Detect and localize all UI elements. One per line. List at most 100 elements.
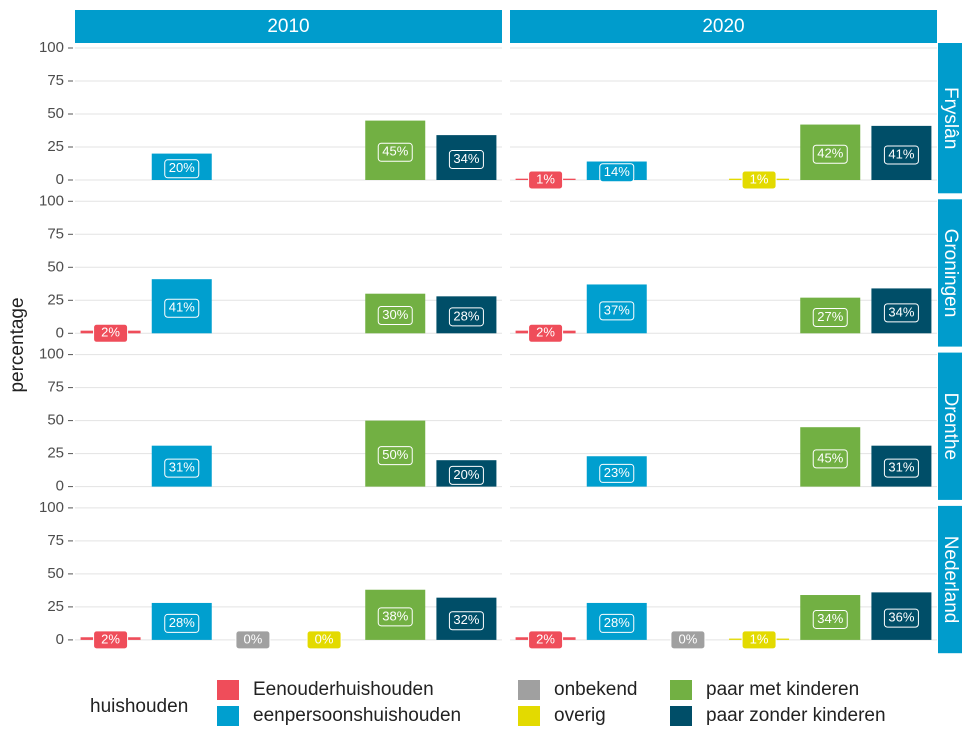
value-label-box <box>741 630 777 650</box>
value-label-box <box>306 630 342 650</box>
y-axis-label: percentage <box>7 297 28 392</box>
y-tick-label: 50 <box>47 105 64 122</box>
legend-swatch <box>217 706 239 726</box>
y-tick-label: 75 <box>47 72 64 89</box>
value-label: 32% <box>453 612 479 627</box>
value-label-box <box>528 630 564 650</box>
value-label: 23% <box>604 465 630 480</box>
value-label-box <box>883 145 919 165</box>
legend-label: paar zonder kinderen <box>706 705 886 726</box>
legend-label: eenpersoonshuishouden <box>253 705 461 726</box>
row-strip <box>938 43 962 194</box>
value-label-box <box>670 630 706 650</box>
value-label-box <box>812 449 848 469</box>
value-label: 2% <box>101 631 120 646</box>
y-tick-label: 25 <box>47 291 64 308</box>
value-label-box <box>235 630 271 650</box>
y-tick-label: 50 <box>47 258 64 275</box>
value-label-box <box>883 608 919 628</box>
y-tick-label: 75 <box>47 379 64 396</box>
value-label: 31% <box>169 460 195 475</box>
value-label: 1% <box>750 171 769 186</box>
legend-label: paar met kinderen <box>706 679 859 700</box>
value-label-box <box>883 303 919 323</box>
value-label-box <box>448 465 484 485</box>
value-label: 27% <box>817 309 843 324</box>
value-label-box <box>377 446 413 466</box>
legend-label: Eenouderhuishouden <box>253 679 434 700</box>
row-strip-label: Groningen <box>940 229 961 318</box>
value-label: 0% <box>679 631 698 646</box>
value-label: 36% <box>888 610 914 625</box>
row-strip <box>938 199 962 347</box>
legend-swatch <box>670 680 692 700</box>
column-strip-label: 2010 <box>267 16 309 37</box>
value-label: 45% <box>817 450 843 465</box>
value-label-box <box>812 144 848 164</box>
value-label-box <box>164 458 200 478</box>
y-tick-label: 25 <box>47 445 64 462</box>
value-label-box <box>812 609 848 629</box>
value-label: 0% <box>244 631 263 646</box>
legend-title: huishouden <box>90 696 188 717</box>
value-label: 2% <box>101 325 120 340</box>
value-label-box <box>164 613 200 633</box>
y-tick-label: 0 <box>56 324 64 341</box>
y-tick-label: 0 <box>56 478 64 495</box>
legend-label: overig <box>554 705 606 726</box>
y-tick-label: 25 <box>47 138 64 155</box>
value-label: 50% <box>382 447 408 462</box>
value-label: 30% <box>382 307 408 322</box>
row-strip-label: Nederland <box>940 536 961 624</box>
value-label-box <box>164 159 200 179</box>
value-label-box <box>93 323 129 343</box>
value-label: 34% <box>888 304 914 319</box>
value-label-box <box>599 163 635 183</box>
value-label-box <box>377 142 413 162</box>
value-label-box <box>448 611 484 631</box>
y-tick-label: 75 <box>47 532 64 549</box>
y-tick-label: 50 <box>47 565 64 582</box>
y-tick-label: 100 <box>39 39 64 56</box>
value-label: 2% <box>536 325 555 340</box>
value-label: 38% <box>382 608 408 623</box>
y-tick-label: 100 <box>39 346 64 363</box>
value-label: 1% <box>750 631 769 646</box>
y-tick-label: 100 <box>39 499 64 516</box>
legend-swatch <box>518 680 540 700</box>
row-strip <box>938 352 962 500</box>
value-label-box <box>528 323 564 343</box>
value-label-box <box>599 613 635 633</box>
value-label-box <box>448 150 484 170</box>
value-label-box <box>377 306 413 325</box>
column-strip <box>75 10 502 43</box>
value-label: 0% <box>315 631 334 646</box>
row-strip-label: Fryslân <box>940 87 961 149</box>
value-label: 28% <box>453 308 479 323</box>
value-label: 20% <box>169 160 195 175</box>
value-label: 14% <box>604 164 630 179</box>
value-label: 28% <box>169 615 195 630</box>
value-label-box <box>93 630 129 650</box>
value-label: 28% <box>604 615 630 630</box>
value-label-box <box>164 298 200 318</box>
value-label-box <box>599 463 635 483</box>
y-tick-label: 0 <box>56 171 64 188</box>
y-tick-label: 0 <box>56 631 64 648</box>
column-strip-label: 2020 <box>702 16 744 37</box>
row-strip-label: Drenthe <box>940 392 961 460</box>
y-tick-label: 100 <box>39 192 64 209</box>
value-label-box <box>528 170 564 190</box>
value-label-box <box>883 458 919 478</box>
value-label-box <box>599 301 635 321</box>
legend-swatch <box>518 706 540 726</box>
y-tick-label: 75 <box>47 225 64 242</box>
value-label-box <box>377 607 413 627</box>
row-strip <box>938 505 962 654</box>
value-label: 34% <box>453 151 479 166</box>
value-label: 41% <box>169 300 195 315</box>
value-label-box <box>812 307 848 327</box>
value-label: 2% <box>536 631 555 646</box>
value-label: 1% <box>536 171 555 186</box>
legend-label: onbekend <box>554 679 637 700</box>
